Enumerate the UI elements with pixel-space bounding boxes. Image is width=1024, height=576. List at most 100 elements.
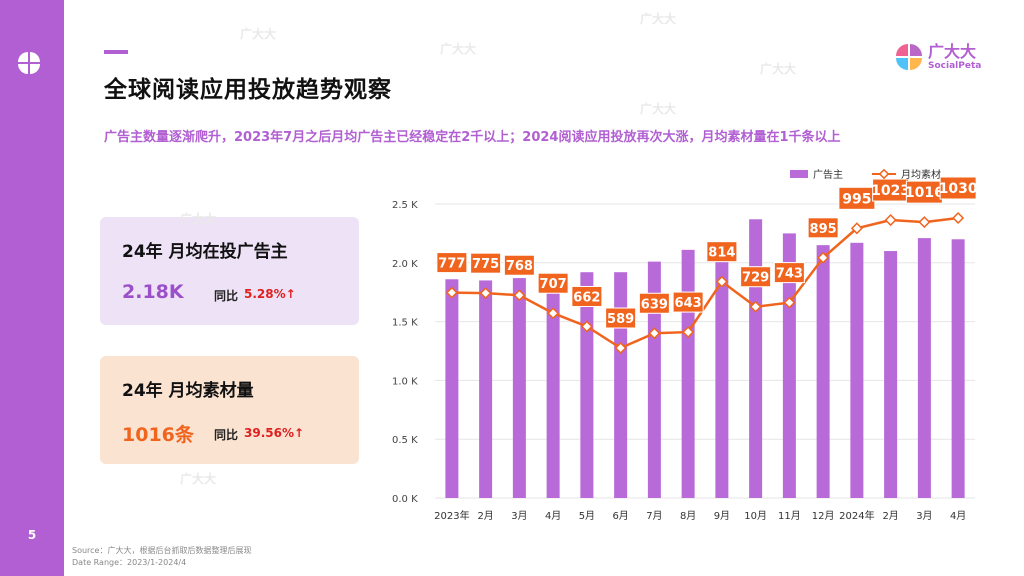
sidebar: 5	[0, 0, 64, 576]
x-tick-label: 11月	[778, 510, 801, 522]
title-accent-bar	[104, 50, 128, 54]
data-label: 662	[573, 290, 600, 305]
watermark: 广大大	[240, 27, 277, 41]
card-yoy-value: 5.28%↑	[244, 287, 296, 301]
data-label: 775	[472, 257, 499, 272]
line-marker	[817, 251, 830, 264]
data-label-bg	[470, 252, 502, 274]
y-tick-label: 0.5 K	[392, 435, 418, 446]
pie-logo-icon	[18, 52, 40, 74]
card-yoy-value: 39.56%↑	[244, 426, 305, 440]
bar	[816, 245, 830, 498]
data-label-bg	[537, 272, 569, 294]
creative-card: 24年 月均素材量 1016条 同比 39.56%↑	[100, 356, 359, 464]
legend-line-marker	[878, 168, 890, 180]
data-label: 1016	[905, 185, 944, 201]
bar	[917, 238, 931, 498]
brand-name-en: SocialPeta	[928, 60, 982, 71]
data-label: 643	[675, 296, 702, 311]
bar	[546, 275, 560, 498]
page-title: 全球阅读应用投放趋势观察	[104, 77, 392, 103]
data-label-bg	[773, 262, 805, 284]
x-tick-label: 3月	[511, 510, 527, 522]
x-tick-label: 7月	[646, 510, 662, 522]
watermark: 广大大	[180, 472, 217, 486]
watermark: 广大大	[440, 42, 477, 56]
card-label: 24年 月均素材量	[122, 381, 254, 401]
bar	[479, 280, 493, 498]
line-marker	[783, 296, 796, 309]
data-label: 729	[742, 271, 769, 286]
line-marker	[918, 216, 931, 229]
data-label: 707	[540, 277, 567, 292]
x-tick-label: 4月	[950, 510, 966, 522]
watermark: 广大大	[180, 212, 217, 226]
line-marker	[614, 341, 627, 355]
line-marker	[682, 326, 695, 339]
data-label: 777	[438, 257, 465, 272]
line-marker	[952, 211, 965, 225]
legend-bar-swatch	[790, 170, 808, 178]
x-tick-label: 8月	[680, 510, 696, 522]
trend-chart: 0.0 K 0.5 K 1.0 K 1.5 K 2.0 K 2.5 K 2023年 2月 3月 4…	[392, 168, 978, 522]
brand-logo: 广大大 SocialPeta	[894, 42, 981, 72]
advertiser-card: 24年 月均在投广告主 2.18K 同比 5.28%↑	[100, 217, 359, 325]
data-label-bg	[605, 307, 637, 329]
card-yoy-label: 同比	[214, 428, 239, 442]
bar	[715, 241, 729, 498]
bar	[749, 219, 763, 498]
watermark: 广大大	[640, 12, 677, 26]
line-marker	[850, 222, 863, 235]
bar	[614, 272, 628, 498]
line-marker	[648, 327, 661, 340]
card-label: 24年 月均在投广告主	[122, 242, 288, 262]
source-line: Source：广大大，根据后台抓取后数据整理后展现	[72, 546, 252, 555]
bar	[850, 242, 864, 498]
brand-name: 广大大	[928, 41, 977, 61]
data-label: 639	[641, 297, 668, 312]
card-value: 2.18K	[122, 281, 184, 303]
x-tick-label: 2023年	[434, 509, 469, 522]
data-label-bg	[672, 291, 704, 313]
date-range: Date Range：2023/1-2024/4	[72, 558, 187, 567]
page-subtitle: 广告主数量逐渐爬升，2023年7月之后月均广告主已经稳定在2千以上；2024阅读…	[104, 130, 841, 145]
data-label: 895	[810, 222, 837, 237]
legend-label: 月均素材	[901, 168, 941, 181]
y-tick-label: 2.0 K	[392, 259, 418, 270]
data-label-bg	[740, 266, 772, 288]
y-tick-label: 2.5 K	[392, 200, 418, 211]
data-label-bg	[571, 285, 603, 307]
y-tick-label: 0.0 K	[392, 494, 418, 505]
pie-logo-icon	[896, 44, 922, 70]
bar	[951, 239, 965, 498]
x-tick-label: 5月	[579, 510, 595, 522]
data-label: 995	[842, 191, 871, 207]
card-value: 1016条	[122, 424, 194, 446]
line-marker	[445, 286, 458, 299]
legend-label: 广告主	[813, 168, 843, 181]
bar	[884, 251, 898, 498]
watermark: 广大大	[760, 62, 797, 76]
source-note: Source：广大大，根据后台抓取后数据整理后展现 Date Range：202…	[72, 545, 251, 569]
data-label-bg	[638, 292, 670, 314]
line-marker	[749, 300, 762, 313]
line-marker	[580, 320, 593, 333]
series-line	[451, 216, 959, 350]
page-number: 5	[27, 528, 37, 542]
x-tick-label: 6月	[612, 510, 628, 522]
line-marker	[479, 287, 492, 300]
data-label-bg	[436, 252, 468, 274]
data-label-bg	[807, 217, 839, 239]
bar	[445, 279, 459, 498]
data-label: 1023	[871, 183, 910, 199]
x-tick-label: 12月	[812, 510, 835, 522]
x-tick-label: 3月	[916, 510, 932, 522]
data-label-bg	[939, 176, 977, 200]
bar	[647, 261, 661, 498]
data-label: 1030	[939, 181, 978, 197]
data-label: 814	[708, 246, 735, 261]
line-marker	[715, 275, 728, 288]
bar	[512, 278, 526, 498]
y-tick-label: 1.5 K	[392, 318, 418, 329]
data-label-bg	[503, 254, 535, 276]
